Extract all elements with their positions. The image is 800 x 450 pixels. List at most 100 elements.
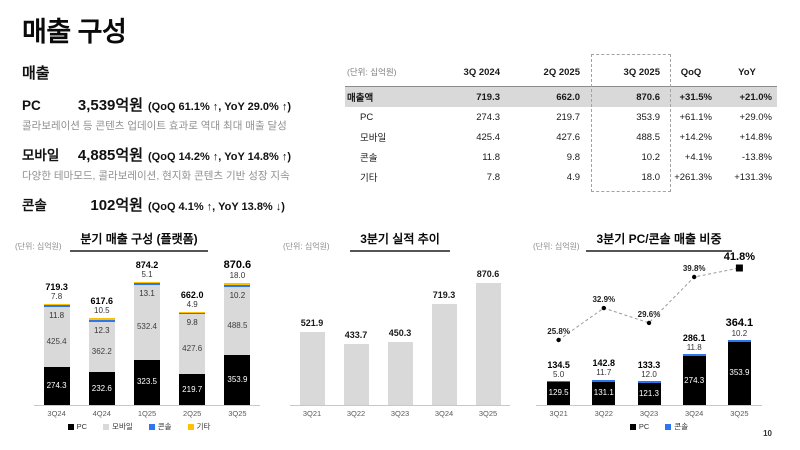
bar-segment-모바일-2Q25 (179, 314, 206, 375)
bar-segment-콘솔-3Q25 (224, 285, 251, 287)
total-label: 662.0 (180, 290, 204, 301)
chart-title-row: 3분기 실적 추이 (278, 230, 522, 252)
bar-segment-PC-4Q24 (88, 372, 115, 405)
legend-label: 모바일 (112, 422, 133, 431)
bar-segment-모바일-3Q25 (224, 286, 251, 356)
total-label: 870.6 (223, 258, 252, 271)
table-cell: +4.1% (684, 151, 712, 163)
x-axis-label: 3Q24 (685, 409, 704, 418)
bar-segment-기타-4Q24 (88, 318, 115, 320)
table-column-header: YoY (738, 66, 756, 78)
pc-segment-label: 232.6 (91, 383, 112, 393)
etc-segment-label: 18.0 (229, 270, 246, 280)
table-column-header: 3Q 2024 (463, 66, 500, 78)
chart-title-row: 3분기 PC/콘솔 매출 비중 (528, 230, 790, 252)
etc-segment-label: 4.9 (186, 300, 198, 310)
legend-item-기타: 기타 (187, 421, 210, 432)
table-row-label: 모바일 (360, 133, 387, 144)
trend-marker-dot (556, 337, 561, 343)
pc-segment-label: 219.7 (182, 384, 203, 394)
summary-item-console-note: (QoQ 4.1% ↑, YoY 13.8% ↓) (148, 201, 285, 213)
chart-legend: PC 모바일 콘솔 기타 (10, 421, 268, 432)
summary-item-mobile-label: 모바일 (22, 148, 60, 163)
mobile-segment-label: 425.4 (46, 336, 67, 346)
table-row-label: 매출액 (347, 93, 374, 104)
trend-marker-dot (646, 320, 652, 326)
summary-item-console-line: 콘솔 102억원 (QoQ 4.1% ↑, YoY 13.8% ↓) (22, 194, 340, 215)
summary-item-console: 콘솔 102억원 (QoQ 4.1% ↑, YoY 13.8% ↓) (22, 194, 340, 215)
pc-segment-label: 131.1 (593, 388, 614, 398)
table-column-header: 2Q 2025 (543, 66, 580, 78)
table-column-header: QoQ (680, 66, 702, 78)
console-segment-label: 11.7 (596, 368, 612, 378)
bar-segment-PC-1Q25 (134, 359, 160, 405)
table-cell: 7.8 (486, 171, 500, 183)
share-percent-label: 29.6% (637, 309, 661, 319)
share-percent-label: 32.9% (592, 295, 616, 305)
summary-section-label: 매출 (22, 65, 50, 82)
summary-item-pc-label: PC (22, 98, 41, 113)
chart-title: 3분기 실적 추이 (350, 230, 450, 252)
bar-segment-콘솔-3Q24 (682, 353, 706, 356)
share-percent-label: 25.8% (547, 327, 570, 336)
bar-segment-PC-3Q21 (547, 381, 571, 405)
table-cell: +21.0% (739, 91, 773, 103)
table-cell: 427.6 (556, 131, 580, 143)
bar-3Q22 (343, 344, 369, 405)
table-cell: 425.4 (476, 131, 500, 143)
bar-segment-콘솔-3Q22 (592, 379, 616, 382)
revenue-summary: 매출 PC 3,539억원 (QoQ 61.1% ↑, YoY 29.0% ↑)… (22, 62, 340, 226)
table-cell: +261.3% (674, 171, 712, 183)
table-cell: +14.2% (679, 131, 713, 143)
bar-value-label: 719.3 (432, 290, 456, 301)
x-axis-label: 3Q25 (478, 409, 498, 418)
legend-label: 콘솔 (157, 422, 172, 431)
summary-item-mobile-desc: 다양한 테마모드, 콜라보레이션, 현지화 콘텐츠 기반 성장 지속 (22, 170, 290, 182)
bar-segment-PC-3Q23 (637, 383, 661, 405)
table-unit-label: (단위: 십억원) (347, 67, 397, 77)
bar-3Q23 (387, 341, 413, 405)
x-axis-label: 3Q25 (730, 409, 749, 418)
x-axis-label: 3Q25 (228, 409, 247, 418)
legend-item-콘솔: 콘솔 (148, 421, 172, 432)
total-label: 874.2 (135, 260, 159, 271)
bar-segment-모바일-4Q24 (88, 321, 115, 373)
x-axis-label: 3Q24 (47, 409, 66, 418)
x-axis-label: 3Q21 (549, 409, 568, 418)
console-segment-label: 11.8 (686, 342, 702, 352)
bar-segment-기타-1Q25 (134, 282, 160, 284)
summary-item-pc-note: (QoQ 61.1% ↑, YoY 29.0% ↑) (148, 101, 292, 113)
summary-item-mobile: 모바일 4,885억원 (QoQ 14.2% ↑, YoY 14.8% ↑) 다… (22, 144, 340, 183)
summary-item-pc-value: 3,539억원 (77, 97, 143, 114)
bar-segment-모바일-1Q25 (134, 285, 160, 360)
x-axis-label: 1Q25 (137, 409, 157, 418)
bar-segment-모바일-3Q24 (43, 306, 70, 367)
table-row: 모바일 425.4 427.6 488.5 +14.2% +14.8% (345, 127, 777, 147)
revenue-table: (단위: 십억원) 3Q 2024 2Q 2025 3Q 2025 QoQ YoY 매출액 7… (345, 54, 777, 192)
console-segment-label: 11.8 (49, 310, 65, 320)
trend-line-path (558, 267, 740, 341)
console-segment-label: 10.2 (229, 290, 246, 300)
bar-segment-콘솔-3Q24 (43, 305, 70, 307)
table-cell: 662.0 (556, 91, 580, 103)
chart-unit-label: (단위: 십억원) (533, 242, 580, 251)
legend-label: PC (638, 422, 650, 431)
x-axis-label: 4Q24 (92, 409, 111, 418)
pc-segment-label: 121.3 (638, 389, 660, 399)
x-axis-label: 3Q23 (639, 409, 659, 418)
trend-marker-square (735, 264, 743, 272)
table-cell: +31.5% (679, 91, 713, 103)
summary-item-pc-line: PC 3,539억원 (QoQ 61.1% ↑, YoY 29.0% ↑) (22, 94, 340, 115)
mobile-segment-label: 362.2 (91, 347, 112, 357)
table-cell: 353.9 (636, 111, 660, 123)
x-axis-label: 3Q22 (346, 409, 366, 418)
bar-segment-콘솔-4Q24 (88, 319, 115, 322)
table-row: PC 274.3 219.7 353.9 +61.1% +29.0% (345, 107, 777, 127)
trend-marker-dot (692, 274, 697, 280)
console-segment-label: 12.0 (641, 370, 657, 380)
pc-segment-label: 274.3 (46, 380, 67, 390)
mobile-segment-label: 488.5 (227, 321, 248, 331)
bar-segment-PC-3Q25 (224, 355, 251, 405)
table-header-row: (단위: 십억원) 3Q 2024 2Q 2025 3Q 2025 QoQ YoY (345, 58, 777, 87)
bar-segment-콘솔-3Q23 (637, 381, 661, 384)
